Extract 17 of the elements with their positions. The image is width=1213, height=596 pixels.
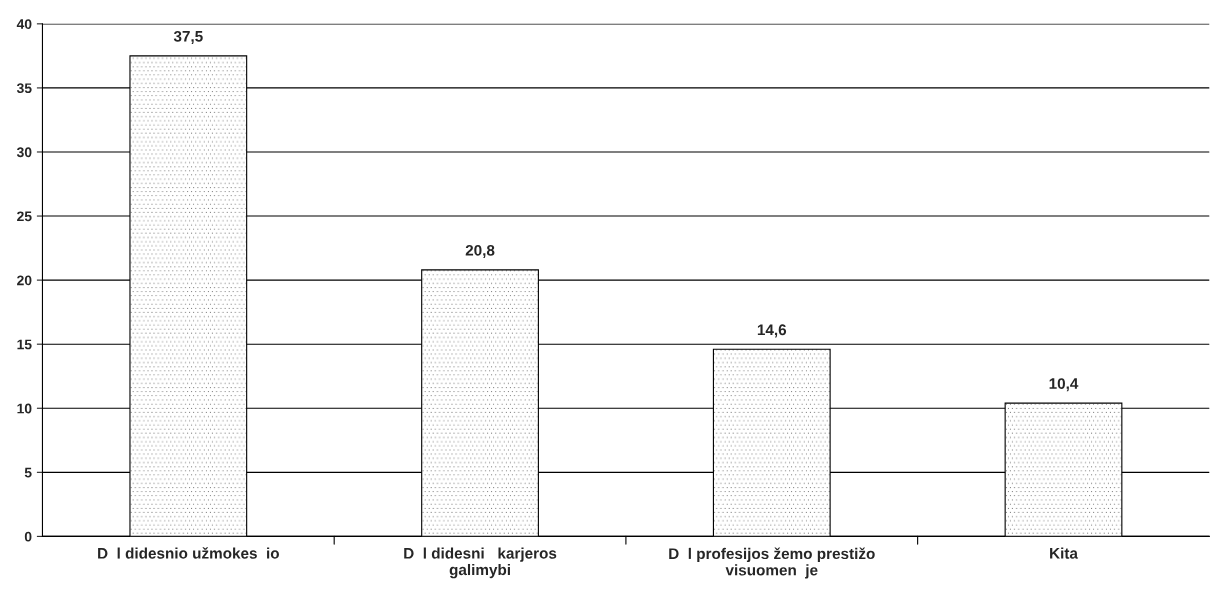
y-tick-label: 40 — [16, 19, 32, 30]
x-tick-label: Kita — [1050, 547, 1079, 559]
y-tick-label: 15 — [17, 339, 32, 350]
data-label: 20,8 — [465, 244, 495, 258]
y-tick-label: 35 — [16, 83, 32, 94]
x-tick-label: D l didesni karjeros galimybi — [404, 547, 557, 579]
y-tick-label: 0 — [24, 531, 32, 542]
y-tick-label: 5 — [24, 467, 32, 478]
x-tick-label: D l didesnio užmokes io — [98, 547, 279, 559]
y-tick-label: 25 — [17, 211, 32, 222]
y-tick-label: 20 — [17, 275, 32, 286]
data-label: 10,4 — [1049, 378, 1079, 392]
x-tick-label: D l profesijos žemo prestižo visuomen je — [669, 547, 875, 579]
data-label: 14,6 — [757, 324, 787, 338]
y-tick-label: 10 — [17, 403, 32, 414]
y-tick-label: 30 — [16, 147, 32, 158]
data-label: 37,5 — [173, 30, 203, 44]
